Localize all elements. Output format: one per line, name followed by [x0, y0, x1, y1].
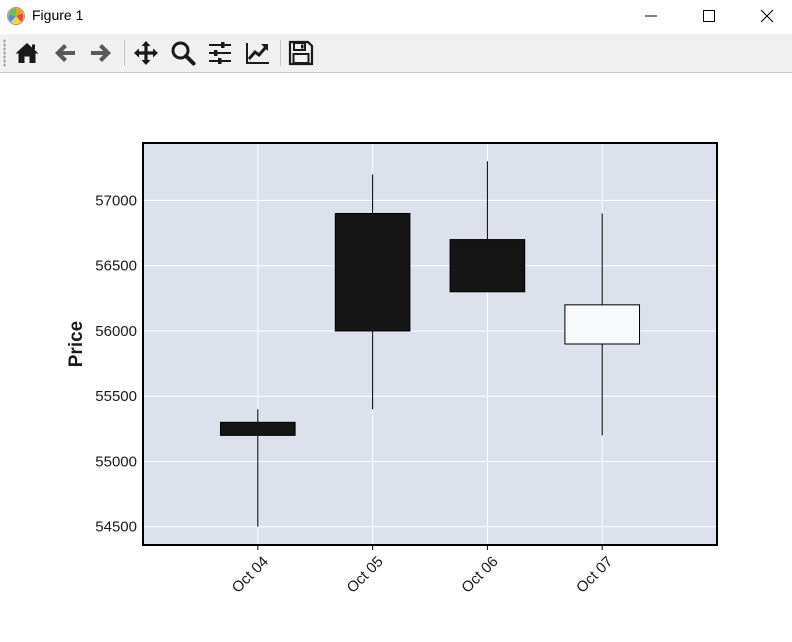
close-button[interactable] — [738, 0, 792, 32]
y-tick-label: 55000 — [95, 453, 137, 470]
x-tick-label: Oct 05 — [344, 553, 387, 596]
matplotlib-logo-icon — [7, 7, 25, 25]
window-titlebar: Figure 1 — [0, 0, 792, 33]
back-icon — [55, 44, 75, 62]
toolbar-separator — [124, 40, 125, 66]
toolbar-grip[interactable] — [3, 39, 6, 67]
candle-body — [564, 304, 641, 345]
zoom-icon — [171, 41, 196, 66]
x-tick-label: Oct 04 — [229, 553, 272, 596]
home-icon — [15, 43, 39, 63]
maximize-button[interactable] — [680, 0, 738, 32]
forward-button[interactable] — [84, 36, 118, 70]
x-tick-label: Oct 07 — [573, 553, 616, 596]
edit-axis-icon — [246, 43, 269, 64]
candle-body — [449, 239, 526, 293]
navigation-toolbar — [0, 34, 792, 73]
candle-body — [334, 212, 411, 332]
candle-body — [219, 421, 296, 436]
edit-axis-button[interactable] — [240, 36, 274, 70]
x-axis-ticks: Oct 04 Oct 05 Oct 06 Oct 07 — [229, 545, 616, 596]
home-button[interactable] — [10, 36, 44, 70]
candles — [219, 161, 641, 527]
pan-button[interactable] — [129, 36, 163, 70]
toolbar-separator — [280, 40, 281, 66]
axes-frame — [142, 142, 718, 546]
save-button[interactable] — [284, 36, 318, 70]
configure-subplots-icon — [209, 42, 231, 64]
pan-icon — [134, 41, 158, 65]
x-tick-label: Oct 06 — [458, 553, 501, 596]
maximize-icon — [703, 10, 715, 22]
minimize-button[interactable] — [622, 0, 680, 32]
configure-subplots-button[interactable] — [203, 36, 237, 70]
y-tick-label: 55500 — [95, 388, 137, 405]
save-icon — [288, 40, 314, 66]
forward-icon — [91, 44, 111, 62]
y-tick-label: 56500 — [95, 258, 137, 275]
minimize-icon — [645, 15, 657, 17]
y-tick-label: 56000 — [95, 323, 137, 340]
zoom-button[interactable] — [166, 36, 200, 70]
y-tick-label: 54500 — [95, 519, 137, 536]
y-axis-label: Price — [66, 321, 87, 367]
close-icon — [760, 9, 774, 23]
y-axis-ticks: 54500 55000 55500 56000 56500 57000 — [95, 192, 137, 535]
window-title: Figure 1 — [32, 7, 84, 23]
y-tick-label: 57000 — [95, 192, 137, 209]
back-button[interactable] — [48, 36, 82, 70]
